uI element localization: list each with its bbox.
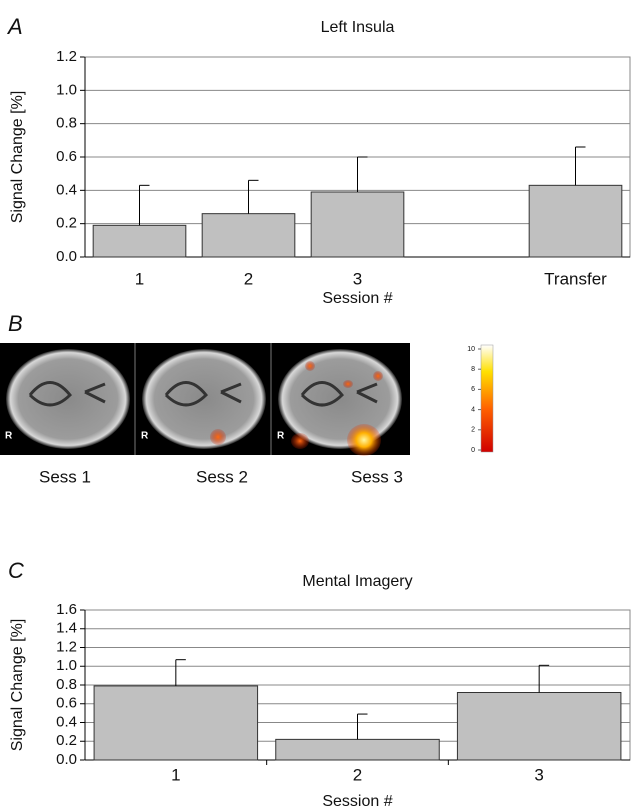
y-tick-label: 0.0 <box>56 248 77 265</box>
colorbar-tick-label: 10 <box>467 346 475 353</box>
activation <box>305 361 315 371</box>
y-tick-label: 0.4 <box>56 181 77 198</box>
y-tick-label: 1.6 <box>56 601 77 618</box>
bar <box>93 225 186 257</box>
brain-slice <box>6 349 130 449</box>
y-tick-label: 0.6 <box>56 695 77 712</box>
orientation-label: R <box>277 431 285 442</box>
x-tick-label: Transfer <box>544 269 607 288</box>
error-bar <box>140 185 150 225</box>
orientation-label: R <box>141 431 149 442</box>
error-bar <box>576 147 586 185</box>
chart-title: Left Insula <box>321 19 395 36</box>
error-bar <box>176 660 186 686</box>
y-axis-label: Signal Change [%] <box>9 619 26 752</box>
session-label: Sess 1 <box>39 467 91 486</box>
y-tick-label: 1.4 <box>56 620 77 637</box>
brain-slice <box>142 349 266 449</box>
bar <box>94 686 258 760</box>
bar <box>457 693 620 761</box>
activation <box>343 380 353 388</box>
error-bar <box>249 180 259 213</box>
colorbar-tick-label: 8 <box>471 366 475 373</box>
y-tick-label: 0.8 <box>56 676 77 693</box>
panel-label: B <box>8 311 23 336</box>
y-tick-label: 1.0 <box>56 81 77 98</box>
y-tick-label: 1.2 <box>56 638 77 655</box>
colorbar-tick-label: 2 <box>471 427 475 434</box>
colorbar-tick-label: 4 <box>471 406 475 413</box>
x-tick-label: 3 <box>534 765 543 784</box>
activation <box>291 433 309 449</box>
colorbar-tick-label: 0 <box>471 447 475 454</box>
error-bar <box>358 714 368 739</box>
error-bar <box>539 665 549 692</box>
figure: A B C R R R Sess 1 Sess 2 Sess 3 0 2 4 <box>0 0 642 812</box>
x-tick-label: 1 <box>135 269 144 288</box>
x-tick-label: 3 <box>353 269 362 288</box>
bar <box>311 192 404 257</box>
y-tick-label: 0.6 <box>56 148 77 165</box>
error-bar <box>358 157 368 192</box>
panel-label: A <box>6 14 23 39</box>
brain-images: R R R <box>0 343 410 456</box>
x-tick-label: 2 <box>353 765 362 784</box>
y-axis-label: Signal Change [%] <box>9 91 26 224</box>
y-tick-label: 0.0 <box>56 751 77 768</box>
bar <box>202 214 295 257</box>
bar <box>276 739 440 760</box>
activation <box>347 424 381 456</box>
orientation-label: R <box>5 431 13 442</box>
y-tick-label: 1.2 <box>56 48 77 65</box>
activation <box>210 429 226 445</box>
session-label: Sess 2 <box>196 467 248 486</box>
session-label: Sess 3 <box>351 467 403 486</box>
x-tick-label: 1 <box>171 765 180 784</box>
y-tick-label: 0.4 <box>56 713 77 730</box>
bar <box>529 185 622 257</box>
y-tick-label: 0.8 <box>56 115 77 132</box>
panel-label: C <box>8 558 24 583</box>
y-tick-label: 0.2 <box>56 732 77 749</box>
activation <box>373 371 383 381</box>
y-tick-label: 0.2 <box>56 215 77 232</box>
chart-title: Mental Imagery <box>302 573 412 590</box>
y-tick-label: 1.0 <box>56 657 77 674</box>
x-tick-label: 2 <box>244 269 253 288</box>
x-axis-label: Session # <box>322 793 392 810</box>
colorbar-tick-label: 6 <box>471 386 475 393</box>
x-axis-label: Session # <box>322 290 392 307</box>
colorbar <box>481 345 493 452</box>
